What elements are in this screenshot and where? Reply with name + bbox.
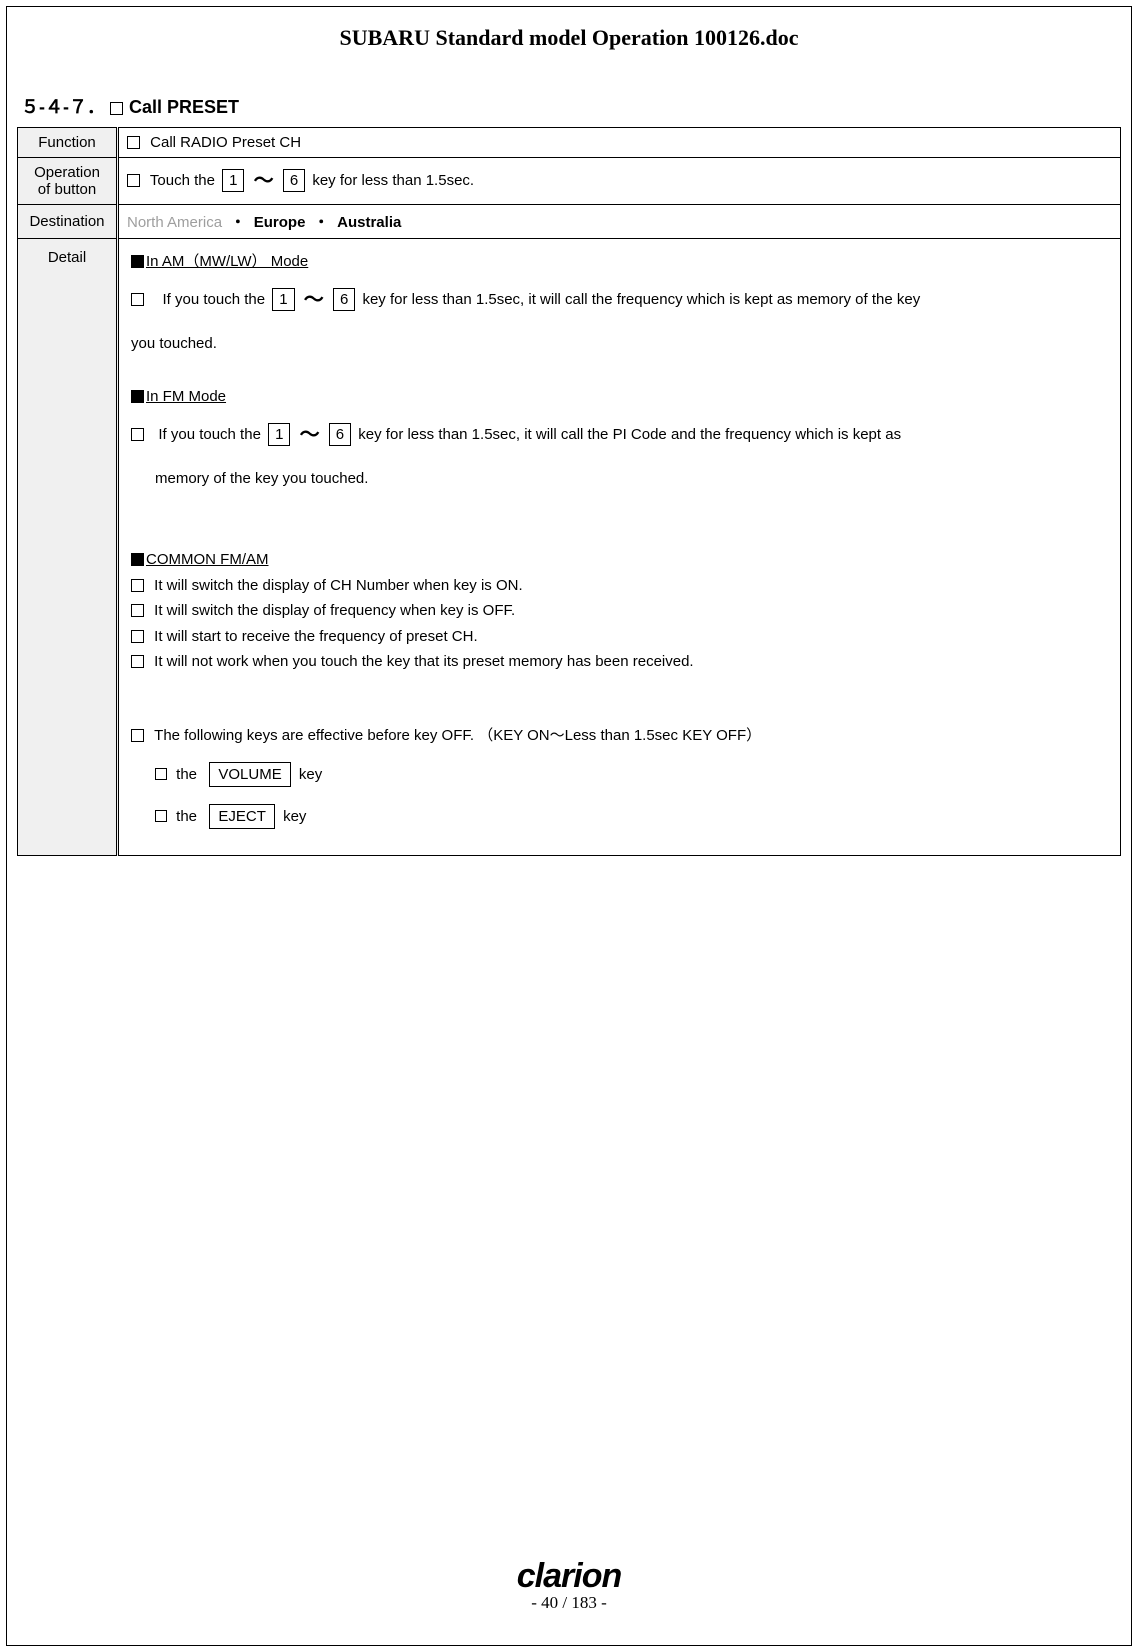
checkbox-icon [131,579,144,592]
key-1: 1 [272,288,294,311]
checkbox-icon [155,768,167,780]
tilde-icon: ～ [300,424,320,446]
am-line2: you touched. [131,331,1108,357]
common-item-3: It will start to receive the frequency o… [131,624,1108,650]
fm-line1: If you touch the 1 ～ 6 key for less than… [131,418,1108,452]
filled-square-icon [131,390,144,403]
row-label-destination: Destination [18,205,118,239]
effective-keys-line: The following keys are effective before … [131,723,1108,749]
am-mode-heading: In AM（MW/LW） Mode [131,249,1108,275]
page-footer: clarion - 40 / 183 - [7,1559,1131,1613]
operation-cell: Touch the 1 ～ 6 key for less than 1.5sec… [118,158,1121,205]
key-1: 1 [268,423,290,446]
checkbox-icon [127,174,140,187]
eject-key-line: the EJECT key [131,804,1108,830]
am-line1: If you touch the 1 ～ 6 key for less than… [131,283,1108,317]
common-item-2: It will switch the display of frequency … [131,598,1108,624]
filled-square-icon [131,553,144,566]
checkbox-icon [155,810,167,822]
common-item-4: It will not work when you touch the key … [131,649,1108,675]
volume-key-line: the VOLUME key [131,762,1108,788]
key-6: 6 [333,288,355,311]
fm-line2: memory of the key you touched. [131,466,1108,492]
bullet-icon: ・ [314,214,329,231]
key-6: 6 [329,423,351,446]
tilde-icon: ～ [254,170,274,192]
dest-au: Australia [337,214,401,231]
operation-post: key for less than 1.5sec. [312,172,474,189]
row-label-function: Function [18,128,118,158]
operation-pre: Touch the [150,172,215,189]
function-cell: Call RADIO Preset CH [118,128,1121,158]
section-number: ５-４-７． [21,97,105,117]
dest-eu: Europe [254,214,306,231]
page-number: - 40 / 183 - [7,1593,1131,1613]
checkbox-icon [131,729,144,742]
checkbox-icon [131,293,144,306]
row-label-detail: Detail [18,239,118,856]
common-item-1: It will switch the display of CH Number … [131,573,1108,599]
section-heading: ５-４-７． Call PRESET [17,93,1121,119]
bullet-icon: ・ [230,214,245,231]
checkbox-icon [110,102,123,115]
checkbox-icon [131,428,144,441]
fm-mode-heading: In FM Mode [131,384,1108,410]
eject-key: EJECT [209,804,275,829]
destination-cell: North America ・ Europe ・ Australia [118,205,1121,239]
checkbox-icon [131,655,144,668]
detail-cell: In AM（MW/LW） Mode If you touch the 1 ～ 6… [118,239,1121,856]
filled-square-icon [131,255,144,268]
clarion-logo: clarion [7,1559,1131,1593]
key-6: 6 [283,169,305,192]
spec-table: Function Call RADIO Preset CH Operation … [17,127,1121,856]
function-text: Call RADIO Preset CH [150,134,301,151]
section-title-text: Call PRESET [129,97,239,117]
common-heading: COMMON FM/AM [131,547,1108,573]
key-1: 1 [222,169,244,192]
tilde-icon: ～ [304,289,324,311]
dest-na: North America [127,214,222,231]
document-title: SUBARU Standard model Operation 100126.d… [17,25,1121,51]
checkbox-icon [131,630,144,643]
checkbox-icon [131,604,144,617]
row-label-operation: Operation of button [18,158,118,205]
checkbox-icon [127,136,140,149]
volume-key: VOLUME [209,762,290,787]
